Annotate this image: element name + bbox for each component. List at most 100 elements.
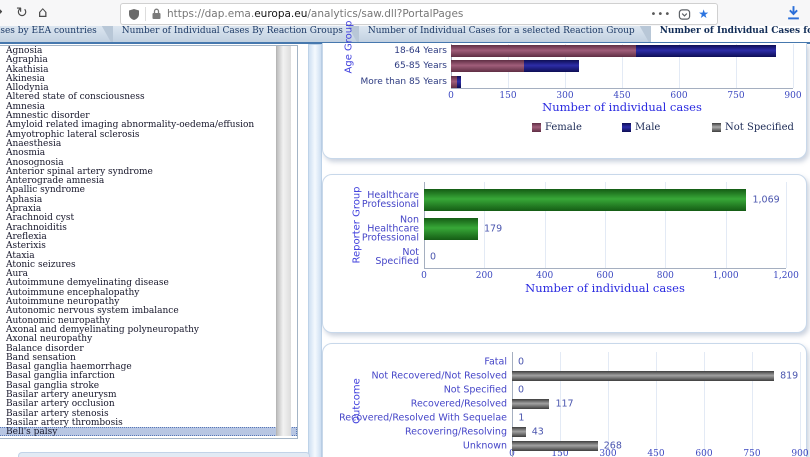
list-item[interactable]: Anaesthesia [6,138,62,149]
x-axis-line [424,268,786,269]
y-axis-title: Age Group [343,20,355,74]
gridline [793,44,794,88]
divider [145,7,146,21]
list-item[interactable]: Aura [6,269,28,280]
section-vertical-scrollbar[interactable] [308,44,322,457]
reload-icon[interactable]: ↻ [16,5,28,21]
page-actions-icon[interactable]: ••• [650,8,672,20]
bar-segment-male [636,45,776,57]
list-item[interactable]: Allodynia [6,83,49,94]
forward-button[interactable]: → [0,3,3,21]
bar-segment-female [451,76,457,88]
y-axis-title: Reporter Group [351,186,363,264]
list-item[interactable]: Atonic seizures [6,259,76,270]
list-item[interactable]: Areflexia [6,231,47,242]
list-item[interactable]: Basilar artery aneurysm [6,389,117,400]
list-item[interactable]: Basilar artery thrombosis [6,417,123,428]
list-item[interactable]: Agraphia [6,55,48,66]
bar-segment-female [451,45,637,57]
gridline [786,182,787,268]
list-item[interactable]: Ataxia [6,250,35,261]
value-label: 117 [555,398,574,410]
dashboard-tab-2[interactable]: Number of Individual Cases By Reaction G… [113,26,357,42]
category-label: 18-64 Years [394,46,447,56]
gridline [725,182,727,268]
x-tick-label: 0 [448,91,454,101]
dashboard-tab-4[interactable]: Number of Individual Cases for a selecte… [651,26,810,42]
x-tick-label: 450 [613,91,631,101]
home-icon[interactable]: ⌂ [38,3,48,21]
x-tick-label: 300 [599,449,617,457]
gridline [800,352,801,457]
list-item[interactable]: Band sensation [6,352,76,363]
list-item[interactable]: Autonomic nervous system imbalance [6,306,179,317]
gridline [608,352,609,457]
x-tick-label: 600 [695,449,713,457]
list-item[interactable]: Arachnoid cyst [6,213,75,224]
value-label: 0 [430,251,437,263]
pocket-icon[interactable] [678,8,691,21]
category-label: Healthcare Professional [361,190,419,210]
x-tick-label: 450 [647,449,665,457]
list-item[interactable]: Basal ganglia stroke [6,380,100,391]
gridline [605,182,606,268]
bar [424,189,747,211]
list-item[interactable]: Axonal and demyelinating polyneuropathy [6,324,199,335]
list-item[interactable]: Autoimmune neuropathy [6,297,120,308]
list-item[interactable]: Altered state of consciousness [6,92,145,103]
list-item[interactable]: Anterior spinal artery syndrome [6,166,153,177]
lock-icon[interactable] [151,8,162,20]
list-item[interactable]: Bell's palsy [0,427,297,437]
list-item[interactable]: Anterograde amnesia [6,176,105,187]
url-bar[interactable]: https://dap.ema.europa.eu/analytics/saw.… [120,3,718,25]
list-item[interactable]: Basal ganglia infarction [6,371,115,382]
x-tick-label: 750 [743,449,761,457]
list-item[interactable]: Asterixis [6,241,46,252]
bar-segment-male [456,76,461,88]
list-item[interactable]: Apraxia [6,204,42,215]
legend-label: Not Specified [725,122,794,133]
list-item[interactable]: Aphasia [6,194,43,205]
list-item[interactable]: Autonomic neuropathy [6,315,111,326]
x-tick-label: 0 [421,271,427,281]
list-item[interactable]: Autoimmune encephalopathy [6,287,140,298]
bar-segment-female [451,60,525,72]
list-item[interactable]: Anosognosia [6,157,64,168]
list-item[interactable]: Agnosia [6,46,43,56]
gridline [679,44,680,88]
category-label: Unknown [462,440,507,452]
gridline [752,352,753,457]
section-horizontal-scrollbar[interactable] [18,452,310,457]
list-item[interactable]: Amyloid related imaging abnormality-oede… [6,120,255,131]
list-item[interactable]: Anosmia [6,148,46,159]
value-label: 43 [531,426,544,438]
dashboard-tab-bar: ases by EEA countries Number of Individua… [0,26,810,42]
list-item[interactable]: Akinesia [6,73,45,84]
list-item[interactable]: Axonal neuropathy [6,334,93,345]
download-icon[interactable] [786,5,801,20]
list-item[interactable]: Arachnoiditis [6,222,67,233]
x-tick-label: 200 [475,271,493,281]
list-item[interactable]: Amnestic disorder [6,111,90,122]
list-item[interactable]: Akathisia [6,64,49,75]
reaction-list[interactable]: Agnosia Agraphia Akathisia Akinesia Allodyni… [0,45,298,439]
x-tick-label: 900 [791,449,809,457]
dashboard-tab-3[interactable]: Number of Individual Cases for a selecte… [359,26,649,42]
list-item[interactable]: Amnesia [6,101,46,112]
category-label: Recovering/Resolving [404,426,507,438]
category-label: Not Specified [443,384,507,396]
list-item[interactable]: Basilar artery occlusion [6,399,115,410]
shield-icon[interactable] [128,8,140,21]
dashboard-tab-1[interactable]: ases by EEA countries [0,26,111,42]
url-text[interactable]: https://dap.ema.europa.eu/analytics/saw.… [167,8,464,20]
list-item[interactable]: Basal ganglia haemorrhage [6,362,132,373]
value-label: 179 [483,223,503,235]
list-item[interactable]: Autoimmune demyelinating disease [6,278,169,289]
list-item[interactable]: Amyotrophic lateral sclerosis [6,129,140,140]
list-item[interactable]: Apallic syndrome [6,185,86,196]
list-item[interactable]: Balance disorder [6,343,84,354]
bookmark-star-icon[interactable]: ★ [698,7,709,21]
list-item[interactable]: Basilar artery stenosis [6,408,109,419]
reaction-list-scrollbar[interactable] [276,46,291,436]
